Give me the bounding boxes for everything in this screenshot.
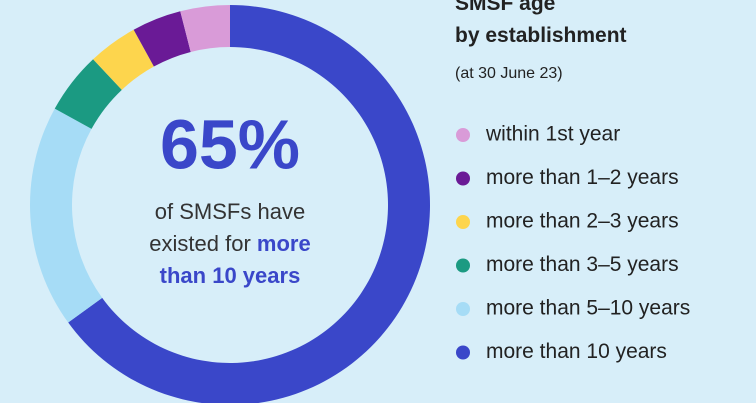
center-text-part: of SMSFs have existed for	[149, 199, 306, 256]
legend-marker	[456, 128, 470, 142]
legend-marker	[456, 302, 470, 316]
donut-segment	[54, 59, 122, 129]
legend-marker	[456, 258, 470, 273]
center-text: of SMSFs have existed for more than 10 y…	[125, 196, 335, 292]
donut-segment	[29, 108, 103, 323]
legend-label: more than 3–5 years	[486, 253, 679, 276]
center-value-label: 65%	[160, 105, 300, 183]
center-text-emphasis: more than 10 years	[159, 231, 311, 288]
legend-marker	[456, 171, 470, 186]
chart-title: SMSF age by establishment	[455, 0, 627, 47]
legend-label: more than 10 years	[486, 340, 667, 363]
legend-label: within 1st year	[485, 123, 620, 146]
legend-marker	[456, 345, 470, 360]
legend-label: more than 5–10 years	[486, 297, 690, 320]
donut-segment	[180, 4, 230, 52]
legend-label: more than 1–2 years	[486, 166, 679, 189]
legend-label: more than 2–3 years	[486, 210, 679, 233]
donut-segment	[133, 11, 191, 67]
chart-subtitle: (at 30 June 23)	[455, 65, 563, 82]
legend-marker	[456, 215, 470, 229]
donut-segment	[93, 29, 154, 90]
